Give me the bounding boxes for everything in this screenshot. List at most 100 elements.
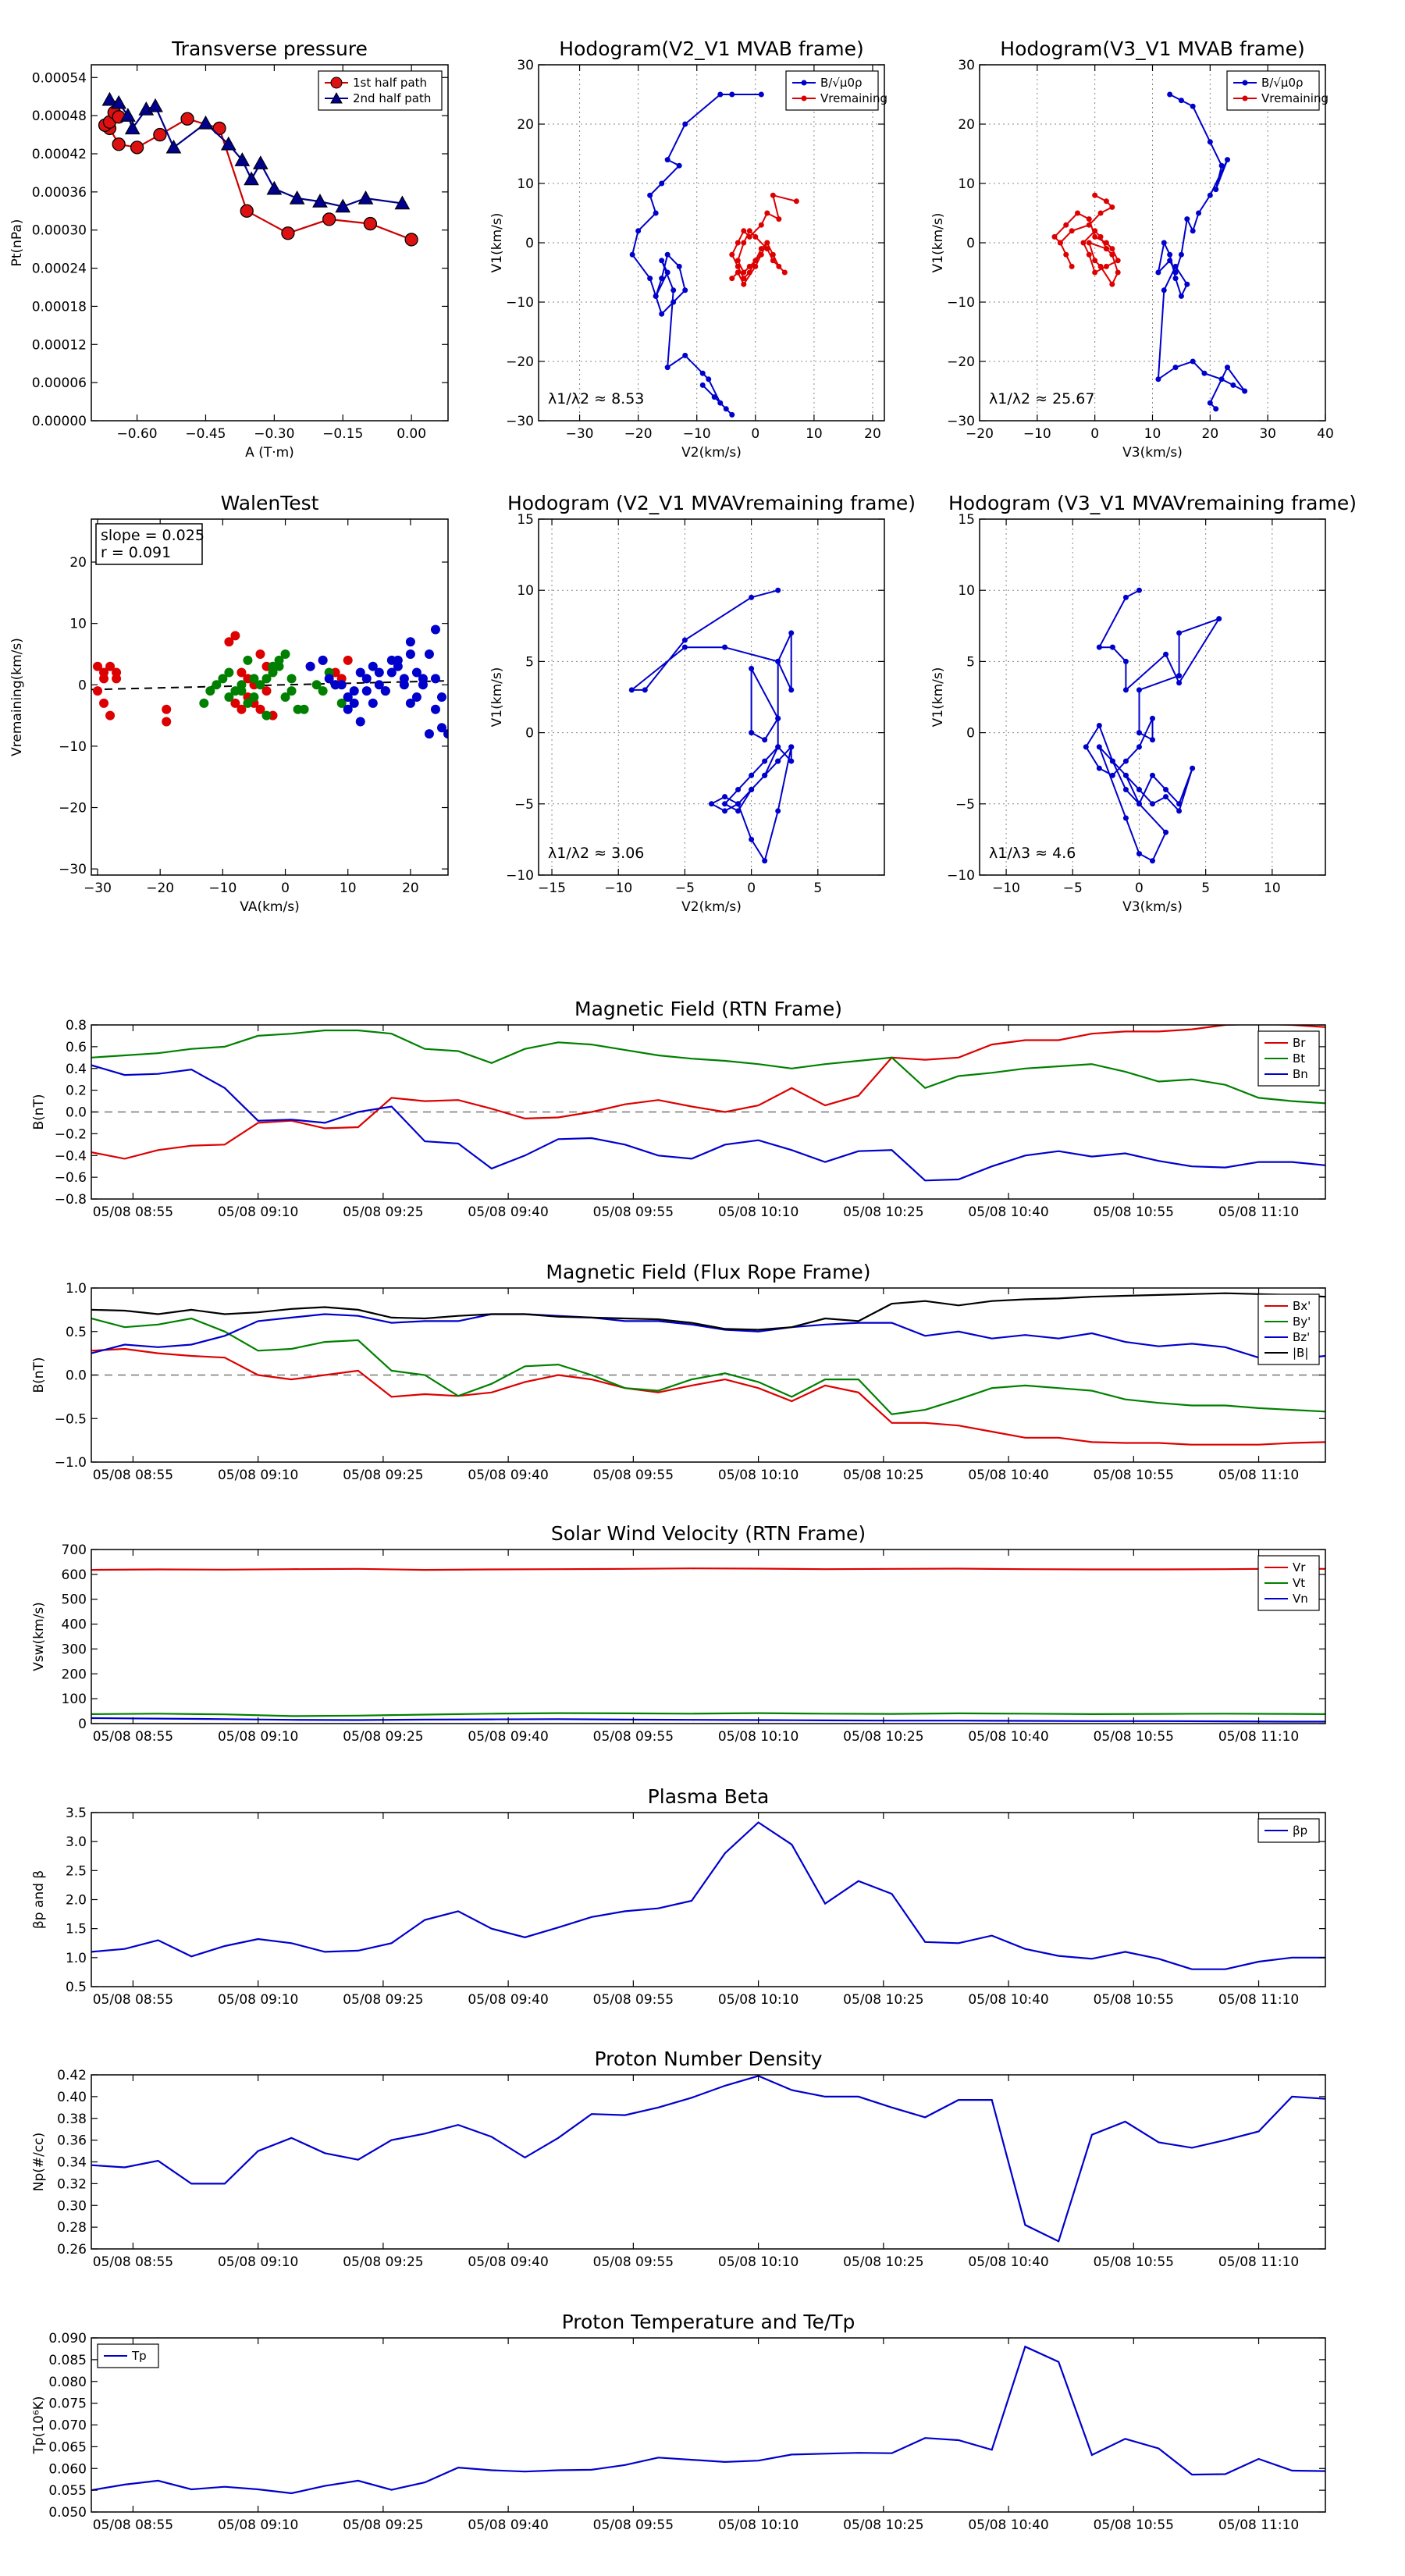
data-point [770, 251, 776, 258]
x-tick-label: −5 [675, 881, 695, 896]
y-tick-label: 0 [525, 726, 534, 742]
stats-line: slope = 0.025 [101, 527, 205, 544]
series-line-vn [91, 1717, 1325, 1723]
plot-frame [91, 64, 449, 422]
y-tick-label: −30 [947, 414, 975, 429]
x-tick-label: −0.45 [185, 426, 226, 442]
data-point [101, 91, 118, 106]
data-point [1092, 192, 1098, 198]
legend-label: Vr [1293, 1560, 1306, 1574]
y-tick-label: 0.070 [48, 2418, 87, 2434]
data-point [1190, 765, 1196, 771]
y-tick-label: −1.0 [55, 1455, 87, 1471]
data-point [349, 698, 359, 708]
data-point [776, 263, 782, 269]
data-point [741, 281, 747, 287]
data-point [1086, 216, 1092, 222]
y-tick-label: −10 [506, 295, 534, 311]
data-point [762, 758, 768, 764]
y-tick-label: 10 [958, 583, 975, 599]
x-tick-label: −0.30 [254, 426, 294, 442]
data-point [1103, 240, 1109, 246]
y-tick-label: 20 [69, 555, 87, 571]
x-axis-label: V2(km/s) [681, 899, 742, 915]
data-point [1136, 687, 1142, 693]
data-point [717, 91, 724, 98]
data-point [1196, 210, 1202, 216]
y-tick-label: 0.00024 [32, 262, 87, 277]
y-tick-label: 0.080 [48, 2375, 87, 2390]
data-point [224, 667, 234, 678]
legend-label: 2nd half path [353, 91, 431, 105]
y-tick-label: 10 [69, 617, 87, 632]
data-point [335, 198, 351, 213]
x-tick-label: 05/08 11:10 [1218, 1204, 1299, 1220]
y-axis-label: Np(#/cc) [31, 2133, 47, 2191]
x-tick-label: 05/08 09:25 [343, 2517, 423, 2533]
data-point [788, 630, 795, 636]
plot-area [1083, 587, 1222, 864]
y-tick-label: 0 [525, 236, 534, 251]
data-point [305, 661, 315, 671]
data-point [1190, 358, 1196, 365]
y-tick-label: −30 [506, 414, 534, 429]
data-point [741, 269, 747, 276]
y-tick-label: −0.6 [55, 1170, 87, 1186]
data-point [1213, 406, 1219, 412]
data-point [1086, 240, 1092, 246]
chart-title: Transverse pressure [171, 37, 368, 60]
x-tick-label: 05/08 09:25 [343, 1468, 423, 1483]
data-point [670, 299, 677, 305]
data-point [758, 91, 764, 98]
legend-box [785, 70, 879, 111]
data-point [1184, 281, 1190, 287]
data-point [1230, 382, 1236, 388]
x-tick-label: −10 [683, 426, 711, 442]
data-point [1161, 287, 1167, 294]
data-point [112, 137, 126, 151]
data-point [411, 692, 422, 702]
chart-plasma-beta: 05/08 08:55 05/08 09:10 05/08 09:25 05/08 0… [31, 1785, 1326, 2008]
x-tick-label: 40 [1317, 426, 1334, 442]
x-tick-label: 05/08 10:10 [718, 2517, 799, 2533]
y-tick-label: 10 [517, 176, 534, 192]
chart-hodogram-v2-v1-mvab: −30 −20 −10 0 10 20 −30 −20 −10 0 10 20 30 Hodogram(V… [489, 37, 887, 461]
data-point [788, 687, 795, 693]
data-point [212, 680, 222, 690]
x-tick-label: −5 [1063, 881, 1083, 896]
data-point [224, 692, 234, 702]
plot-frame [91, 518, 449, 876]
data-point [1092, 258, 1098, 264]
legend-label: Bz' [1293, 1330, 1310, 1344]
data-point [776, 216, 782, 222]
data-point [357, 190, 374, 205]
data-point [706, 376, 712, 382]
data-point [1178, 98, 1184, 104]
data-point [120, 108, 136, 122]
data-point [1122, 594, 1129, 600]
data-point [788, 744, 795, 750]
y-tick-label: −20 [59, 801, 87, 817]
x-tick-label: 05/08 10:40 [968, 1468, 1048, 1483]
x-tick-label: 05/08 10:40 [968, 1729, 1048, 1745]
data-point [1103, 198, 1109, 205]
chart-title: WalenTest [221, 492, 319, 514]
x-tick-label: −15 [538, 881, 566, 896]
data-point [1092, 269, 1098, 276]
data-point [404, 233, 418, 247]
data-point [153, 127, 167, 142]
data-point [699, 382, 706, 388]
x-tick-label: 05/08 08:55 [93, 1992, 173, 2008]
data-point [1109, 281, 1115, 287]
series-line--p [91, 1821, 1325, 1970]
x-tick-label: 20 [864, 426, 881, 442]
y-axis-label: Tp(10⁶K) [31, 2396, 47, 2454]
data-point [1109, 644, 1115, 650]
series-line-2nd-half-path [109, 98, 403, 208]
data-point [1207, 400, 1213, 406]
y-axis-label: Vremaining(km/s) [9, 638, 25, 756]
y-tick-label: 0.00054 [32, 70, 87, 86]
plot-area [91, 624, 448, 739]
legend-label: B/√μ0ρ [820, 76, 863, 90]
data-point [629, 251, 635, 258]
